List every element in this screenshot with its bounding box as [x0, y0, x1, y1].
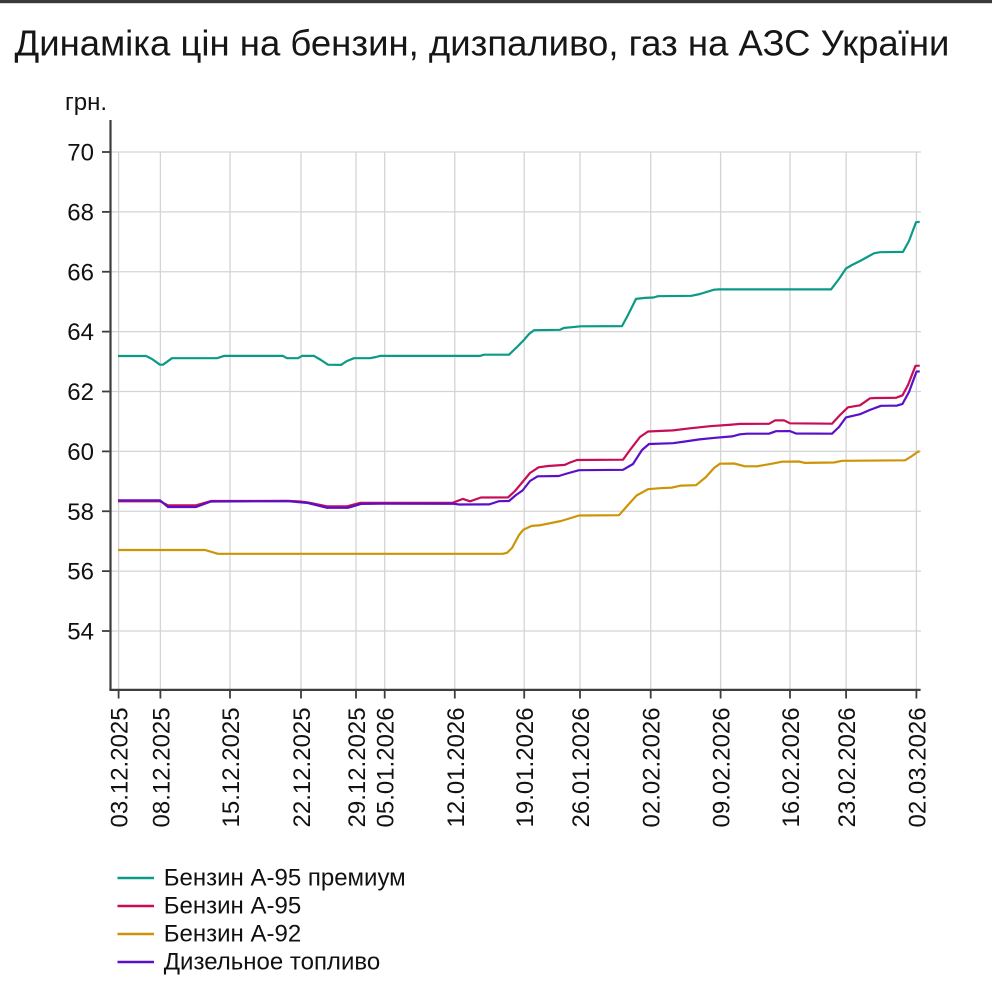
svg-text:03.12.2025: 03.12.2025: [107, 707, 134, 827]
svg-text:Бензин А-92: Бензин А-92: [164, 921, 301, 948]
svg-text:62: 62: [67, 379, 94, 406]
svg-text:56: 56: [67, 559, 94, 586]
svg-text:15.12.2025: 15.12.2025: [218, 707, 245, 827]
svg-text:16.02.2026: 16.02.2026: [778, 707, 805, 827]
svg-text:Дизельное топливо: Дизельное топливо: [164, 949, 380, 976]
svg-text:08.12.2025: 08.12.2025: [148, 707, 175, 827]
svg-text:68: 68: [67, 199, 94, 226]
svg-text:29.12.2025: 29.12.2025: [344, 707, 371, 827]
svg-text:23.02.2026: 23.02.2026: [834, 707, 861, 827]
svg-text:Динаміка цін на бензин, дизпал: Динаміка цін на бензин, дизпаливо, газ н…: [15, 23, 950, 64]
svg-text:09.02.2026: 09.02.2026: [709, 707, 736, 827]
svg-text:22.12.2025: 22.12.2025: [289, 707, 316, 827]
svg-text:70: 70: [67, 140, 94, 167]
svg-text:26.01.2026: 26.01.2026: [568, 707, 595, 827]
svg-text:Бензин А-95 премиум: Бензин А-95 премиум: [164, 865, 406, 892]
svg-text:02.02.2026: 02.02.2026: [639, 707, 666, 827]
svg-text:60: 60: [67, 439, 94, 466]
svg-text:05.01.2026: 05.01.2026: [373, 707, 400, 827]
svg-text:02.03.2026: 02.03.2026: [904, 707, 931, 827]
svg-text:58: 58: [67, 499, 94, 526]
svg-text:Бензин А-95: Бензин А-95: [164, 893, 301, 920]
svg-text:12.01.2026: 12.01.2026: [443, 707, 470, 827]
svg-text:64: 64: [67, 319, 94, 346]
svg-text:грн.: грн.: [65, 89, 107, 116]
svg-text:19.01.2026: 19.01.2026: [512, 707, 539, 827]
svg-text:54: 54: [67, 619, 94, 646]
svg-text:66: 66: [67, 259, 94, 286]
